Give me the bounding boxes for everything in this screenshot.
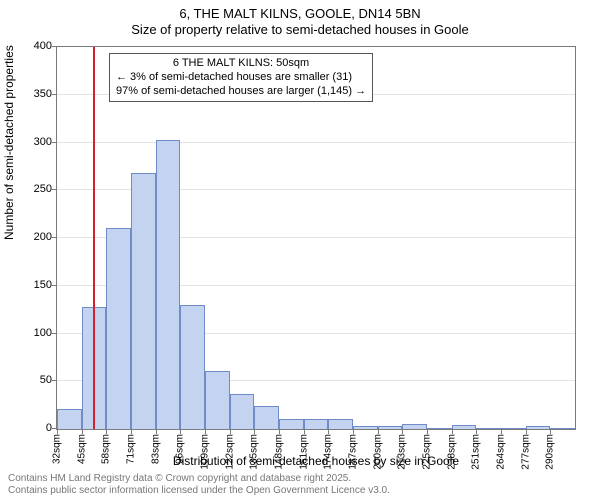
y-tick-label: 100 <box>34 327 52 339</box>
y-tick-label: 350 <box>34 88 52 100</box>
histogram-bar <box>57 409 82 429</box>
histogram-bar <box>106 228 131 429</box>
y-tick-label: 0 <box>46 422 52 434</box>
histogram-bar <box>501 428 526 429</box>
annotation-line: 97% of semi-detached houses are larger (… <box>116 85 366 99</box>
histogram-bar <box>304 419 329 429</box>
histogram-bar <box>526 426 551 429</box>
y-tick-label: 150 <box>34 279 52 291</box>
y-tick-label: 400 <box>34 40 52 52</box>
histogram-bar <box>156 140 181 429</box>
annotation-line: 6 THE MALT KILNS: 50sqm <box>116 57 366 71</box>
footer-line1: Contains HM Land Registry data © Crown c… <box>8 473 390 485</box>
histogram-bar <box>378 426 403 429</box>
x-axis-label: Distribution of semi-detached houses by … <box>56 454 576 468</box>
histogram-bar <box>452 425 477 429</box>
histogram-bar <box>476 428 501 429</box>
y-tick-label: 300 <box>34 136 52 148</box>
histogram-bar <box>353 426 378 429</box>
histogram-bar <box>550 428 575 429</box>
chart-title-line2: Size of property relative to semi-detach… <box>0 22 600 38</box>
histogram-bar <box>254 406 279 429</box>
histogram-bar <box>427 428 452 429</box>
y-tick-label: 200 <box>34 231 52 243</box>
y-tick-label: 250 <box>34 183 52 195</box>
y-axis-label: Number of semi-detached properties <box>2 45 16 240</box>
annotation-line: ← 3% of semi-detached houses are smaller… <box>116 71 366 85</box>
histogram-bar <box>205 371 230 429</box>
chart-title-line1: 6, THE MALT KILNS, GOOLE, DN14 5BN <box>0 6 600 22</box>
footer-attribution: Contains HM Land Registry data © Crown c… <box>8 473 390 496</box>
property-marker-line <box>93 47 95 429</box>
footer-line2: Contains public sector information licen… <box>8 485 390 497</box>
histogram-bar <box>180 305 205 429</box>
histogram-bar <box>131 173 156 429</box>
histogram-bar <box>230 394 255 429</box>
y-tick-label: 50 <box>40 374 52 386</box>
chart-plot-area: 6 THE MALT KILNS: 50sqm← 3% of semi-deta… <box>56 46 576 430</box>
histogram-bar <box>328 419 353 430</box>
histogram-bar <box>402 424 427 429</box>
annotation-box: 6 THE MALT KILNS: 50sqm← 3% of semi-deta… <box>109 53 373 102</box>
histogram-bar <box>279 419 304 429</box>
